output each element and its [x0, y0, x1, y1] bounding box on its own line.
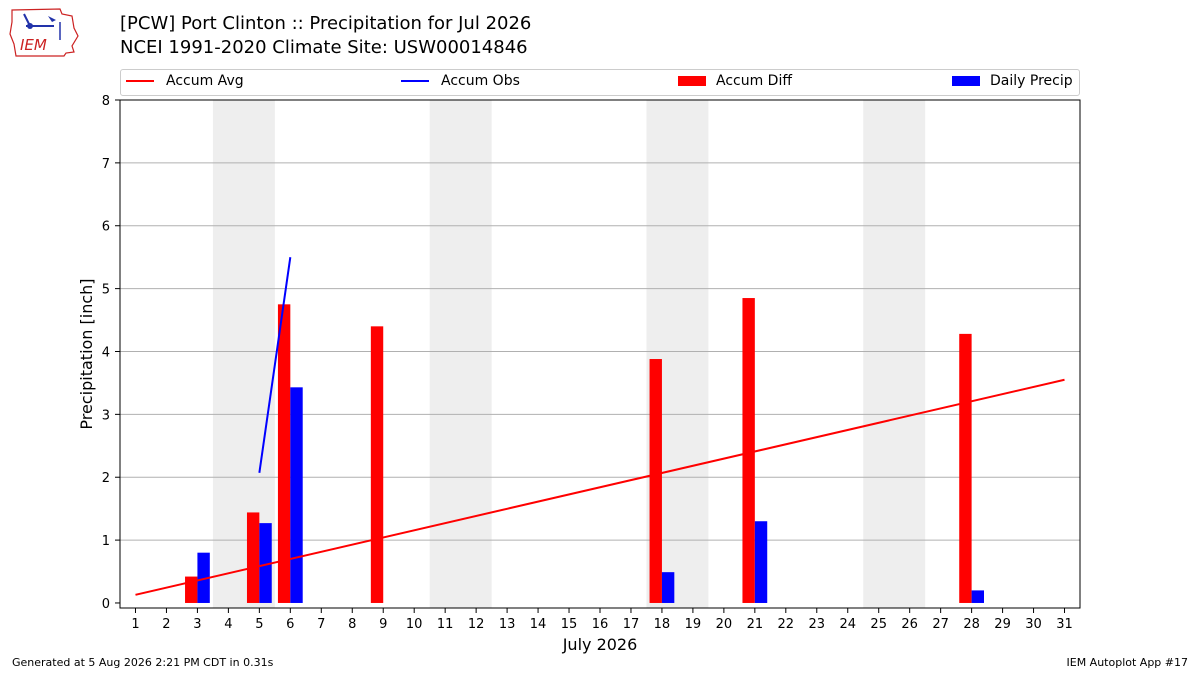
- daily-precip-bar: [290, 387, 303, 603]
- y-axis-label: Precipitation [inch]: [77, 278, 96, 429]
- legend-item-daily-precip: Daily Precip: [952, 73, 1073, 89]
- x-tick-label: 9: [379, 617, 387, 632]
- accum-diff-bar: [959, 333, 972, 603]
- logo-text: IEM: [20, 36, 47, 54]
- daily-precip-bars: [197, 387, 984, 603]
- legend-label-accum-obs: Accum Obs: [441, 73, 520, 89]
- accum-diff-bar: [277, 304, 291, 603]
- accum-diff-bar: [742, 298, 755, 603]
- daily-precip-bar: [259, 523, 272, 603]
- x-tick-label: 15: [561, 617, 578, 632]
- y-tick-label: 0: [102, 597, 110, 612]
- accum-lines: [135, 257, 1065, 596]
- app-credit: IEM Autoplot App #17: [1066, 656, 1189, 669]
- x-tick-label: 27: [932, 617, 949, 632]
- x-tick-label: 25: [870, 617, 887, 632]
- x-tick-label: 12: [468, 617, 485, 632]
- accum-obs-line: [258, 257, 292, 473]
- weekend-shading: [212, 100, 926, 608]
- y-tick-label: 3: [102, 408, 110, 423]
- x-tick-label: 18: [654, 617, 671, 632]
- x-tick-label: 4: [224, 617, 232, 632]
- chart-title: [PCW] Port Clinton :: Precipitation for …: [120, 13, 532, 34]
- legend-swatch-daily-precip: [952, 76, 980, 86]
- legend-swatch-accum-obs: [401, 80, 429, 82]
- x-tick-label: 21: [747, 617, 764, 632]
- x-tick-label: 10: [406, 617, 423, 632]
- x-tick-label: 29: [994, 617, 1011, 632]
- accum-diff-bar: [370, 326, 384, 603]
- legend-label-accum-diff: Accum Diff: [716, 73, 793, 89]
- legend-swatch-accum-diff: [678, 76, 706, 86]
- x-tick-label: 31: [1056, 617, 1073, 632]
- x-tick-label: 20: [716, 617, 733, 632]
- x-tick-label: 28: [963, 617, 980, 632]
- y-axis-ticks: 0 1 2 3 4 5 6 7 8: [102, 94, 120, 612]
- x-tick-label: 19: [685, 617, 702, 632]
- iem-logo: IEM: [9, 8, 79, 57]
- accum-avg-line: [135, 378, 1065, 596]
- y-tick-label: 4: [102, 345, 110, 360]
- x-tick-label: 6: [286, 617, 294, 632]
- x-tick-label: 13: [499, 617, 516, 632]
- legend-swatch-accum-avg: [126, 80, 154, 82]
- weekend-span: [429, 100, 492, 608]
- legend-item-accum-diff: Accum Diff: [678, 73, 792, 89]
- legend: Accum Avg Accum Obs Accum Diff Daily Pre…: [120, 69, 1080, 96]
- y-tick-label: 8: [102, 94, 110, 109]
- x-tick-label: 11: [437, 617, 454, 632]
- x-tick-label: 30: [1025, 617, 1042, 632]
- accum-diff-bars: [185, 298, 972, 603]
- x-tick-label: 8: [348, 617, 356, 632]
- x-axis-label: July 2026: [562, 635, 638, 654]
- accum-diff-bar: [246, 512, 260, 603]
- y-tick-label: 2: [102, 471, 110, 486]
- y-tick-label: 5: [102, 283, 110, 298]
- chart-subtitle: NCEI 1991-2020 Climate Site: USW00014846: [120, 37, 528, 58]
- x-tick-label: 7: [317, 617, 325, 632]
- x-tick-label: 3: [193, 617, 201, 632]
- weekend-span: [863, 100, 926, 608]
- x-tick-label: 23: [809, 617, 826, 632]
- daily-precip-bar: [661, 572, 675, 603]
- x-tick-label: 24: [839, 617, 856, 632]
- x-tick-label: 5: [255, 617, 263, 632]
- x-tick-label: 22: [778, 617, 795, 632]
- x-axis-ticks: 1 2 3 4 5 6 7 8 9 10 11 12 13 14 15 16 17 18 19 20 21 22 23 24 2…: [131, 608, 1073, 632]
- legend-label-daily-precip: Daily Precip: [990, 73, 1073, 89]
- x-tick-label: 16: [592, 617, 609, 632]
- legend-item-accum-obs: Accum Obs: [401, 73, 520, 89]
- daily-precip-bar: [971, 590, 984, 603]
- x-tick-label: 26: [901, 617, 918, 632]
- x-tick-label: 1: [131, 617, 139, 632]
- daily-precip-bar: [754, 521, 768, 603]
- y-tick-label: 1: [102, 534, 110, 549]
- legend-label-accum-avg: Accum Avg: [166, 73, 244, 89]
- y-tick-label: 7: [102, 157, 110, 172]
- x-tick-label: 14: [530, 617, 547, 632]
- accum-diff-bar: [649, 359, 662, 603]
- x-tick-label: 2: [162, 617, 170, 632]
- y-tick-label: 6: [102, 220, 110, 235]
- x-tick-label: 17: [623, 617, 640, 632]
- daily-precip-bar: [197, 552, 210, 603]
- legend-item-accum-avg: Accum Avg: [126, 73, 244, 89]
- generated-timestamp: Generated at 5 Aug 2026 2:21 PM CDT in 0…: [12, 656, 274, 669]
